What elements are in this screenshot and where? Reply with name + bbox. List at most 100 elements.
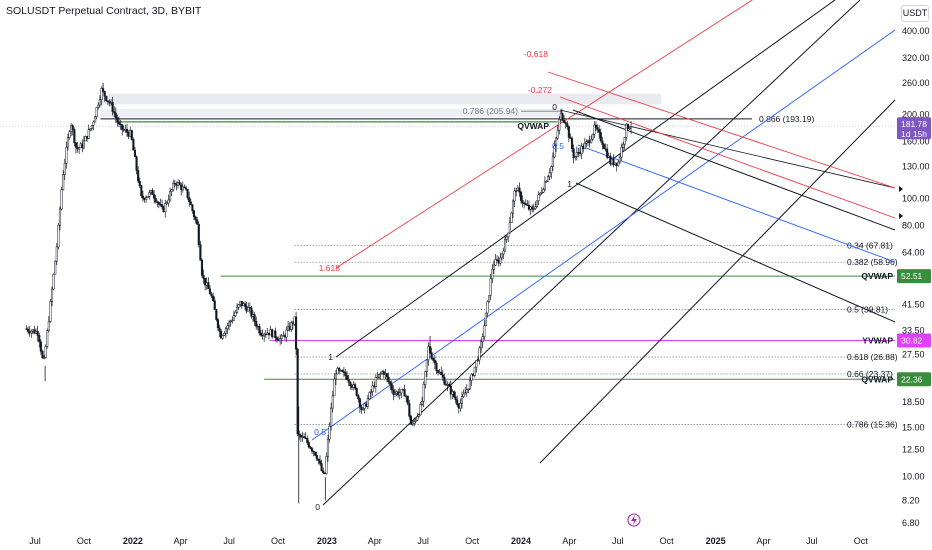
candle-body [73,129,76,143]
candle [312,450,315,457]
candle [507,232,510,243]
candle-body [320,463,323,471]
candle-body [334,373,338,380]
vwap-tag-value: 30.82 [901,336,923,346]
time-tick-label: Jul [223,536,235,546]
candle [617,159,620,167]
price-tick-label: 400.00 [902,26,930,36]
candle-body [226,325,229,329]
time-tick-label: Apr [174,536,188,546]
candle [52,273,55,291]
candle-body [157,202,160,205]
candle-body [473,366,476,376]
candle [449,380,452,400]
candle-body [173,182,176,185]
candle [347,374,350,387]
candle-body [427,346,430,361]
candle-body [416,416,419,421]
candle-body [236,307,239,313]
candle [390,380,393,394]
candle-body [505,236,508,240]
candle [511,199,515,219]
candle [314,451,317,457]
candle [94,115,97,123]
candle-body [312,450,315,453]
candle-body [449,385,452,395]
candle-body [188,197,191,203]
price-tick-label: 200.00 [902,110,930,120]
candle [547,174,550,182]
candle [483,320,486,341]
candle [200,258,204,278]
candle [462,389,465,398]
candle [165,200,168,206]
candle-body [140,185,143,197]
candle-body [151,190,154,195]
price-tick-label: 80.00 [902,220,925,230]
candle [116,114,119,127]
candle [427,342,430,366]
candle [167,194,170,207]
candle [36,325,39,342]
candle [132,137,135,151]
candle-body [371,385,374,392]
candle [197,221,200,248]
candle [470,372,473,387]
candle [89,128,92,132]
candle-body [194,216,197,221]
fib-level-label: 0.866 (193.19) [759,114,814,124]
median-line [577,144,896,263]
channel-line [322,0,861,506]
candle [264,329,267,339]
vwap-tag-value: 22.36 [901,374,923,384]
currency-button[interactable]: USDT [901,5,929,22]
candle [68,129,71,140]
price-tick-label: 100.00 [902,193,930,203]
candle-body [212,295,215,302]
candle [189,198,192,206]
candle [416,412,419,422]
candle-body [441,374,444,378]
candle [306,435,309,445]
candle-body [229,320,232,323]
candle-body [58,208,62,226]
candle-body [98,99,101,106]
candle-body [100,88,103,101]
candle-body [189,201,192,206]
candle-body [330,407,333,427]
candle-body [243,303,247,307]
candle-body [215,309,218,320]
candle-body [192,210,196,218]
candle-body [543,181,546,190]
candle [574,155,577,161]
candle [237,303,240,311]
candle [119,120,122,130]
candle [539,192,542,197]
candle-body [274,330,277,338]
candle [382,369,385,379]
candle [194,215,197,224]
candle-body [303,436,306,439]
candle-body [572,148,575,158]
candle-body [326,438,330,457]
candle-body [575,152,578,157]
candle-body [309,446,312,449]
price-tick-label: 18.50 [902,397,925,407]
candle [184,185,188,191]
candle-body [437,370,440,373]
candle [78,147,81,154]
candle [421,396,424,407]
candle-body [393,393,397,395]
candle-body [218,327,221,332]
candle [188,191,191,207]
candle [103,90,106,102]
candle [594,121,598,132]
candle-body [500,253,503,259]
candle [234,309,237,318]
candle [30,329,33,338]
candle-body [510,212,513,223]
price-tick-label: 8.20 [902,495,920,505]
candle [598,125,601,139]
